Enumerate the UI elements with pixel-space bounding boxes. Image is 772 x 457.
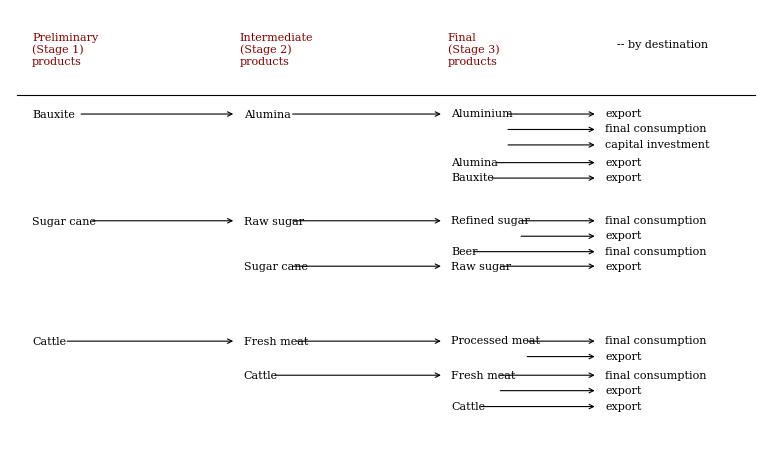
Text: Bauxite: Bauxite xyxy=(452,173,494,183)
Text: export: export xyxy=(605,173,642,183)
Text: final consumption: final consumption xyxy=(605,336,706,346)
Text: Fresh meat: Fresh meat xyxy=(244,337,308,347)
Text: final consumption: final consumption xyxy=(605,216,706,226)
Text: Final
(Stage 3)
products: Final (Stage 3) products xyxy=(448,33,499,67)
Text: -- by destination: -- by destination xyxy=(617,40,708,50)
Text: Cattle: Cattle xyxy=(32,337,66,347)
Text: capital investment: capital investment xyxy=(605,140,709,150)
Text: export: export xyxy=(605,262,642,272)
Text: Sugar cane: Sugar cane xyxy=(244,262,308,272)
Text: export: export xyxy=(605,109,642,119)
Text: export: export xyxy=(605,158,642,168)
Text: Bauxite: Bauxite xyxy=(32,110,75,120)
Text: export: export xyxy=(605,231,642,241)
Text: final consumption: final consumption xyxy=(605,247,706,257)
Text: final consumption: final consumption xyxy=(605,371,706,381)
Text: export: export xyxy=(605,351,642,361)
Text: final consumption: final consumption xyxy=(605,124,706,134)
Text: Raw sugar: Raw sugar xyxy=(244,217,304,227)
Text: Alumina: Alumina xyxy=(244,110,290,120)
Text: Intermediate
(Stage 2)
products: Intermediate (Stage 2) products xyxy=(240,33,313,67)
Text: Processed meat: Processed meat xyxy=(452,336,540,346)
Text: Beer: Beer xyxy=(452,247,478,257)
Text: Alumina: Alumina xyxy=(452,158,498,168)
Text: Refined sugar: Refined sugar xyxy=(452,216,530,226)
Text: Sugar cane: Sugar cane xyxy=(32,217,96,227)
Text: export: export xyxy=(605,402,642,412)
Text: Preliminary
(Stage 1)
products: Preliminary (Stage 1) products xyxy=(32,33,98,67)
Text: Aluminium: Aluminium xyxy=(452,109,513,119)
Text: Cattle: Cattle xyxy=(452,402,486,412)
Text: Fresh meat: Fresh meat xyxy=(452,371,516,381)
Text: Cattle: Cattle xyxy=(244,371,278,381)
Text: export: export xyxy=(605,386,642,396)
Text: Raw sugar: Raw sugar xyxy=(452,262,512,272)
